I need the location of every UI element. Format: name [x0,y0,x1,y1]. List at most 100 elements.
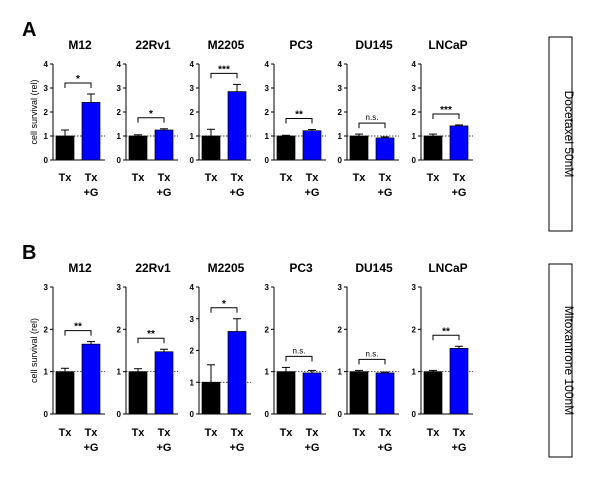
panel-b-chart-du145-category-label: Tx [353,427,367,439]
panel-b-chart-pc3-category-label: Tx [306,427,320,439]
panel-a-chart-du145-ytick-label: 3 [338,84,343,93]
panel-a-chart-22rv1-category-label: Tx [158,172,172,184]
panel-a-chart-m12-category-label: Tx [85,172,99,184]
panel-b-chart-22rv1-title: 22Rv1 [135,261,171,275]
panel-b-chart-lncap-category-label: Tx [427,427,441,439]
panel-b-chart-du145-significance-bracket [358,358,386,365]
panel-a-chart-22rv1-ytick-label: 3 [117,84,122,93]
panel-a-ylabel: cell survival (rel) [29,79,39,144]
panel-a-chart-22rv1-significance-bracket [137,117,165,123]
panel-b-chart-pc3-ytick-label: 0 [265,410,270,419]
panel-b-chart-lncap-significance-bracket [432,334,460,341]
panel-a-chart-m2205-ytick-label: 0 [190,156,195,165]
panel-a-chart-22rv1-category-label: +G [157,187,172,199]
panel-b-chart-m12-category-label: Tx [59,427,73,439]
panel-a-chart-m2205-ytick-label: 1 [190,132,195,141]
panel-a-chart-pc3-bar-tx-g [302,130,322,161]
panel-a-chart-m12-ytick-label: 4 [44,60,49,69]
panel-b-chart-m2205-bar-tx [201,381,221,415]
panel-a-chart-lncap-category-label: +G [452,187,467,199]
panel-a-chart-22rv1-bar-tx [128,135,148,161]
panel-a-chart-pc3-significance-label: ** [295,110,303,121]
panel-b-row-label-box [548,263,573,458]
panel-a-chart-m12-category-label: +G [84,187,99,199]
panel-a-chart-m12-bar-tx-g [81,102,101,161]
panel-b-chart-22rv1-category-label: Tx [132,427,146,439]
panel-a-chart-du145-ytick-label: 1 [338,132,343,141]
panel-a-chart-22rv1-category-label: Tx [132,172,146,184]
panel-b-chart-du145-ytick-label: 0 [338,410,343,419]
panel-b-chart-du145-title: DU145 [355,261,393,275]
panel-b-chart-22rv1-category-label: Tx [158,427,172,439]
panel-a-chart-m2205-category-label: +G [230,187,245,199]
panel-a-chart-pc3-bar-tx [276,135,296,161]
panel-a-chart-lncap-ytick-label: 3 [412,84,417,93]
panel-a-chart-pc3-category-label: Tx [280,172,294,184]
panel-a-chart-m12-ytick-label: 1 [44,132,49,141]
panel-b-chart-du145-bar-tx-g [375,372,395,415]
panel-a-chart-m12-category-label: Tx [59,172,73,184]
panel-a-chart-pc3-significance-bracket [285,118,313,124]
panel-a-chart-du145-bar-tx-g [375,137,395,161]
panel-b-chart-pc3-significance-bracket [285,355,313,362]
panel-a-chart-m2205-bar-tx [201,135,221,161]
panel-a-chart-22rv1-ytick-label: 2 [117,108,122,117]
panel-a-chart-du145-significance-bracket [358,122,386,129]
panel-a-chart-m12-ytick-label: 2 [44,108,49,117]
panel-a-chart-lncap-bar-tx [423,135,443,161]
panel-a-chart-du145-ytick-label: 2 [338,108,343,117]
panel-b-chart-22rv1-ytick-label: 2 [117,325,122,334]
panel-a-chart-m2205-ytick-label: 3 [190,84,195,93]
panel-b-chart-m2205-title: M2205 [208,261,245,275]
panel-a-chart-m2205-ytick-label: 4 [190,60,195,69]
panel-a-chart-22rv1-ytick-label: 4 [117,60,122,69]
panel-b-chart-m2205-ytick-label: 2 [190,347,195,356]
panel-a-chart-22rv1-ytick-label: 0 [117,156,122,165]
panel-b-chart-lncap-category-label: +G [452,442,467,454]
panel-a-chart-m2205-bar-tx-g [227,91,247,161]
panel-a-chart-du145-category-label: Tx [353,172,367,184]
panel-b-chart-du145-significance-label: n.s. [366,349,379,358]
panel-a-chart-m2205-title: M2205 [208,38,245,52]
panel-b-chart-lncap-bar-tx [423,371,443,415]
panel-a-chart-22rv1-significance-label: * [149,109,153,120]
panel-b-chart-m2205-ytick-label: 3 [190,315,195,324]
panel-a-chart-m2205-category-label: Tx [205,172,219,184]
panel-b-chart-pc3-ytick-label: 2 [265,325,270,334]
panel-b-chart-pc3-category-label: Tx [280,427,294,439]
panel-b-chart-du145-ytick-label: 2 [338,325,343,334]
panel-a-chart-du145-bar-tx [349,135,369,161]
panel-b-chart-m2205-ytick-label: 1 [190,378,195,387]
panel-b-chart-m2205-category-label: Tx [231,427,245,439]
panel-a-chart-pc3-ytick-label: 1 [265,132,270,141]
panel-b-chart-m2205-category-label: Tx [205,427,219,439]
panel-b-chart-22rv1-bar-tx [128,371,148,415]
panel-b-chart-du145-category-label: Tx [379,427,393,439]
panel-b-chart-m12-significance-label: ** [74,322,82,333]
panel-b-chart-m2205-bar-tx-g [227,331,247,415]
panel-b-letter: B [22,242,36,264]
panel-b-chart-pc3-bar-tx [276,371,296,415]
panel-a-chart-pc3-ytick-label: 2 [265,108,270,117]
panel-a-chart-lncap-ytick-label: 4 [412,60,417,69]
panel-b-chart-22rv1-significance-bracket [137,337,165,344]
panel-b-chart-lncap-ytick-label: 1 [412,368,417,377]
panel-b-chart-22rv1-ytick-label: 3 [117,283,122,292]
panel-a-chart-m2205-ytick-label: 2 [190,108,195,117]
panel-a-chart-pc3-ytick-label: 4 [265,60,270,69]
panel-b-row-label: Mitoxantrone 100nM [562,306,576,415]
panel-b-chart-du145-bar-tx [349,371,369,415]
panel-a-chart-du145-category-label: Tx [379,172,393,184]
panel-a-chart-pc3-category-label: +G [305,187,320,199]
panel-b-chart-22rv1-ytick-label: 1 [117,368,122,377]
panel-b-chart-lncap-category-label: Tx [453,427,467,439]
panel-a-chart-pc3-ytick-label: 0 [265,156,270,165]
panel-b-chart-m12-ytick-label: 3 [44,283,49,292]
panel-a-chart-lncap-ytick-label: 1 [412,132,417,141]
panel-b-chart-22rv1-ytick-label: 0 [117,410,122,419]
panel-a-chart-pc3-ytick-label: 3 [265,84,270,93]
panel-b-chart-du145-ytick-label: 3 [338,283,343,292]
panel-a-chart-m12-significance-label: * [76,74,80,85]
panel-b-chart-pc3-ytick-label: 1 [265,368,270,377]
